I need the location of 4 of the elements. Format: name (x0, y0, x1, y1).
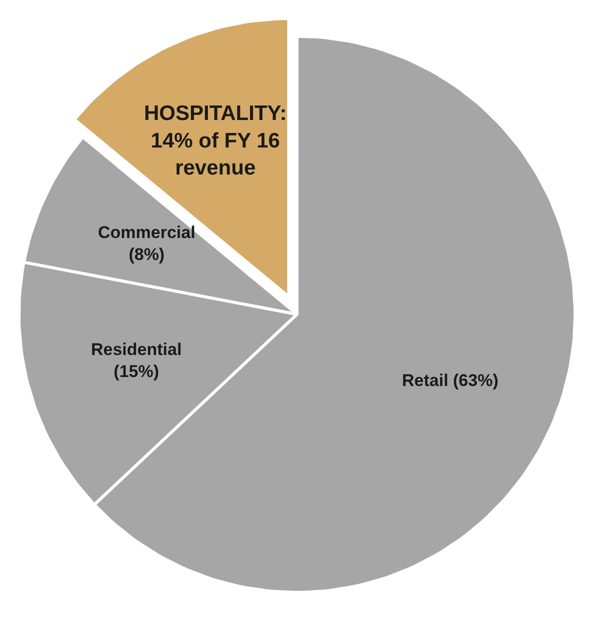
slice-label: Commercial (8%) (98, 223, 196, 264)
slice-label: HOSPITALITY: 14% of FY 16 revenue (144, 102, 287, 180)
slice-label: Residential (15%) (91, 340, 182, 382)
slice-label: Retail (63%) (402, 371, 498, 390)
